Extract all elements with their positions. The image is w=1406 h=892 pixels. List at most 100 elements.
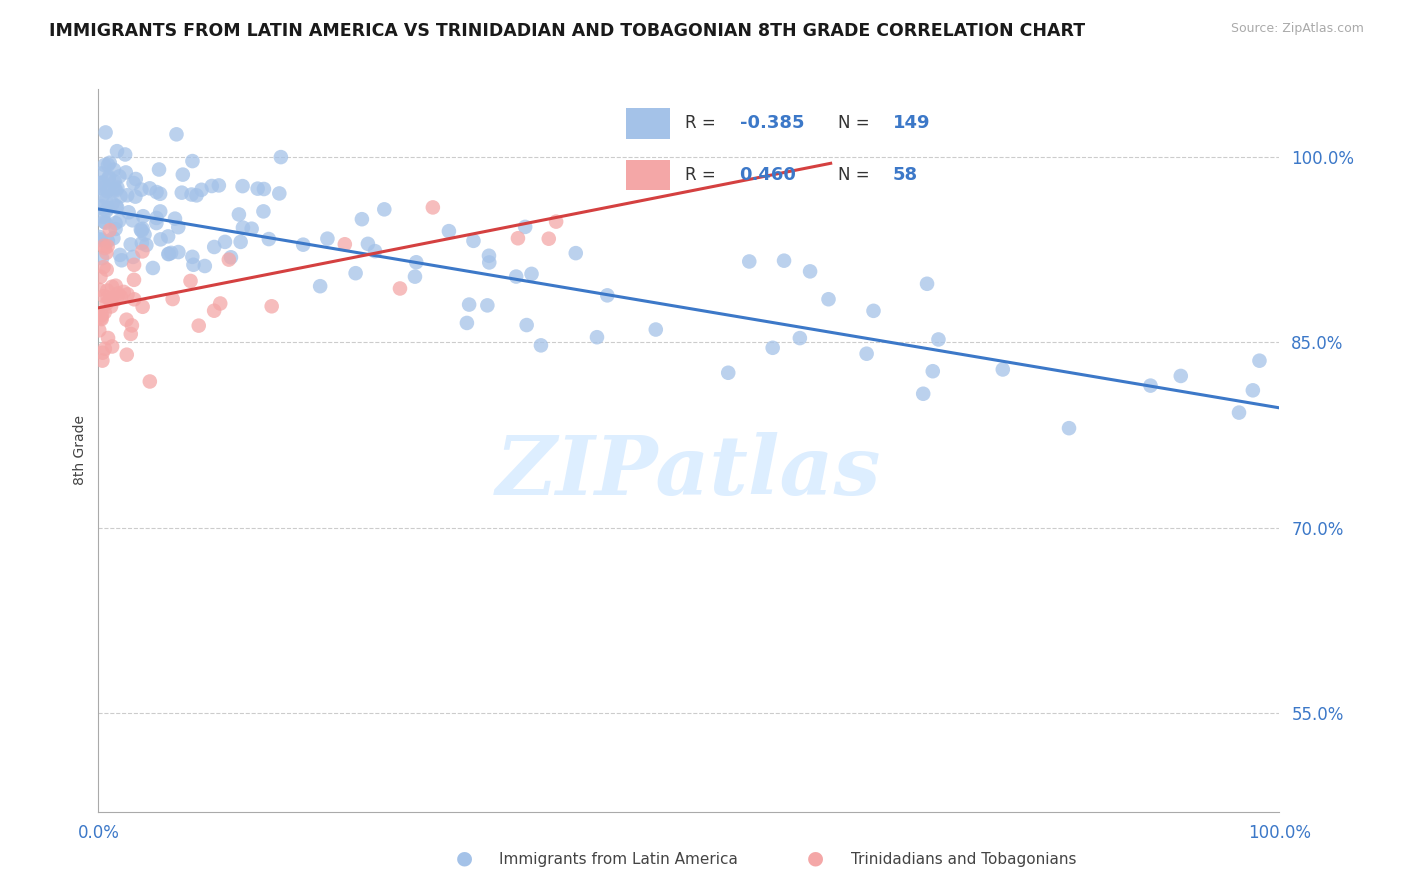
Point — [190, 183, 212, 197]
Point — [145, 211, 167, 225]
Point — [96, 296, 118, 310]
Point — [202, 303, 225, 318]
Point — [131, 236, 153, 251]
Point — [246, 181, 269, 195]
Point — [104, 278, 127, 293]
Point — [103, 162, 125, 177]
Point — [89, 269, 111, 284]
Point — [187, 318, 209, 333]
Point — [89, 201, 111, 215]
Y-axis label: 8th Grade: 8th Grade — [73, 416, 87, 485]
Point — [201, 179, 224, 194]
Point — [145, 216, 167, 230]
Point — [105, 183, 128, 197]
Point — [260, 299, 283, 313]
Point — [506, 231, 529, 245]
Point — [91, 176, 114, 190]
Point — [94, 216, 117, 230]
Point — [229, 235, 252, 249]
Point — [405, 255, 427, 269]
Point — [131, 221, 153, 235]
Point — [93, 305, 115, 319]
Point — [89, 181, 111, 195]
Point — [232, 179, 254, 194]
Point — [120, 237, 142, 252]
Point — [131, 300, 153, 314]
Point — [93, 215, 115, 229]
Text: -0.385: -0.385 — [740, 114, 804, 132]
Point — [373, 202, 395, 217]
Point — [117, 205, 139, 219]
Point — [148, 162, 170, 177]
Point — [855, 347, 877, 361]
Point — [789, 331, 811, 345]
Point — [269, 186, 291, 201]
Point — [565, 246, 588, 260]
Point — [101, 279, 124, 293]
Point — [252, 204, 274, 219]
Point — [515, 219, 537, 234]
Point — [228, 207, 250, 221]
Point — [422, 201, 444, 215]
Point — [97, 169, 120, 184]
Point — [96, 203, 118, 218]
Point — [104, 216, 127, 230]
Point — [762, 341, 785, 355]
Point — [915, 277, 938, 291]
Text: 149: 149 — [893, 114, 931, 132]
Text: ZIPatlas: ZIPatlas — [496, 432, 882, 512]
Point — [437, 224, 460, 238]
Point — [97, 182, 120, 196]
Point — [112, 285, 135, 299]
Point — [157, 229, 180, 244]
Point — [96, 262, 118, 277]
Point — [257, 232, 280, 246]
Point — [91, 252, 114, 266]
Point — [108, 214, 131, 228]
Point — [94, 125, 117, 139]
Point — [817, 292, 839, 306]
Point — [180, 187, 202, 202]
Point — [167, 220, 190, 235]
Point — [135, 238, 157, 252]
Point — [96, 284, 118, 298]
Point — [131, 244, 153, 259]
Point — [132, 209, 155, 223]
Point — [89, 230, 111, 244]
Text: Immigrants from Latin America: Immigrants from Latin America — [499, 852, 738, 867]
Point — [89, 310, 111, 325]
Point — [107, 180, 129, 194]
Point — [194, 259, 217, 273]
Point — [458, 297, 481, 311]
Point — [91, 353, 114, 368]
Point — [90, 312, 112, 326]
Text: Source: ZipAtlas.com: Source: ZipAtlas.com — [1230, 22, 1364, 36]
Point — [97, 239, 120, 253]
Point — [122, 293, 145, 307]
Point — [101, 339, 124, 353]
Point — [111, 253, 134, 268]
Point — [90, 311, 112, 326]
Point — [477, 298, 499, 312]
Point — [117, 287, 139, 301]
Point — [105, 199, 128, 213]
Point — [799, 264, 821, 278]
Bar — [626, 160, 671, 190]
Point — [115, 312, 138, 326]
Point — [520, 267, 543, 281]
Point — [214, 235, 236, 249]
Point — [120, 326, 142, 341]
Point — [172, 168, 194, 182]
Point — [115, 188, 138, 202]
Point — [103, 231, 125, 245]
Point — [94, 241, 117, 255]
Point — [104, 175, 127, 189]
Point — [478, 249, 501, 263]
Point — [162, 292, 184, 306]
Point — [98, 155, 121, 169]
Text: IMMIGRANTS FROM LATIN AMERICA VS TRINIDADIAN AND TOBAGONIAN 8TH GRADE CORRELATIO: IMMIGRANTS FROM LATIN AMERICA VS TRINIDA… — [49, 22, 1085, 40]
Point — [142, 260, 165, 275]
Point — [292, 237, 315, 252]
Text: R =: R = — [685, 114, 721, 132]
Point — [183, 258, 205, 272]
